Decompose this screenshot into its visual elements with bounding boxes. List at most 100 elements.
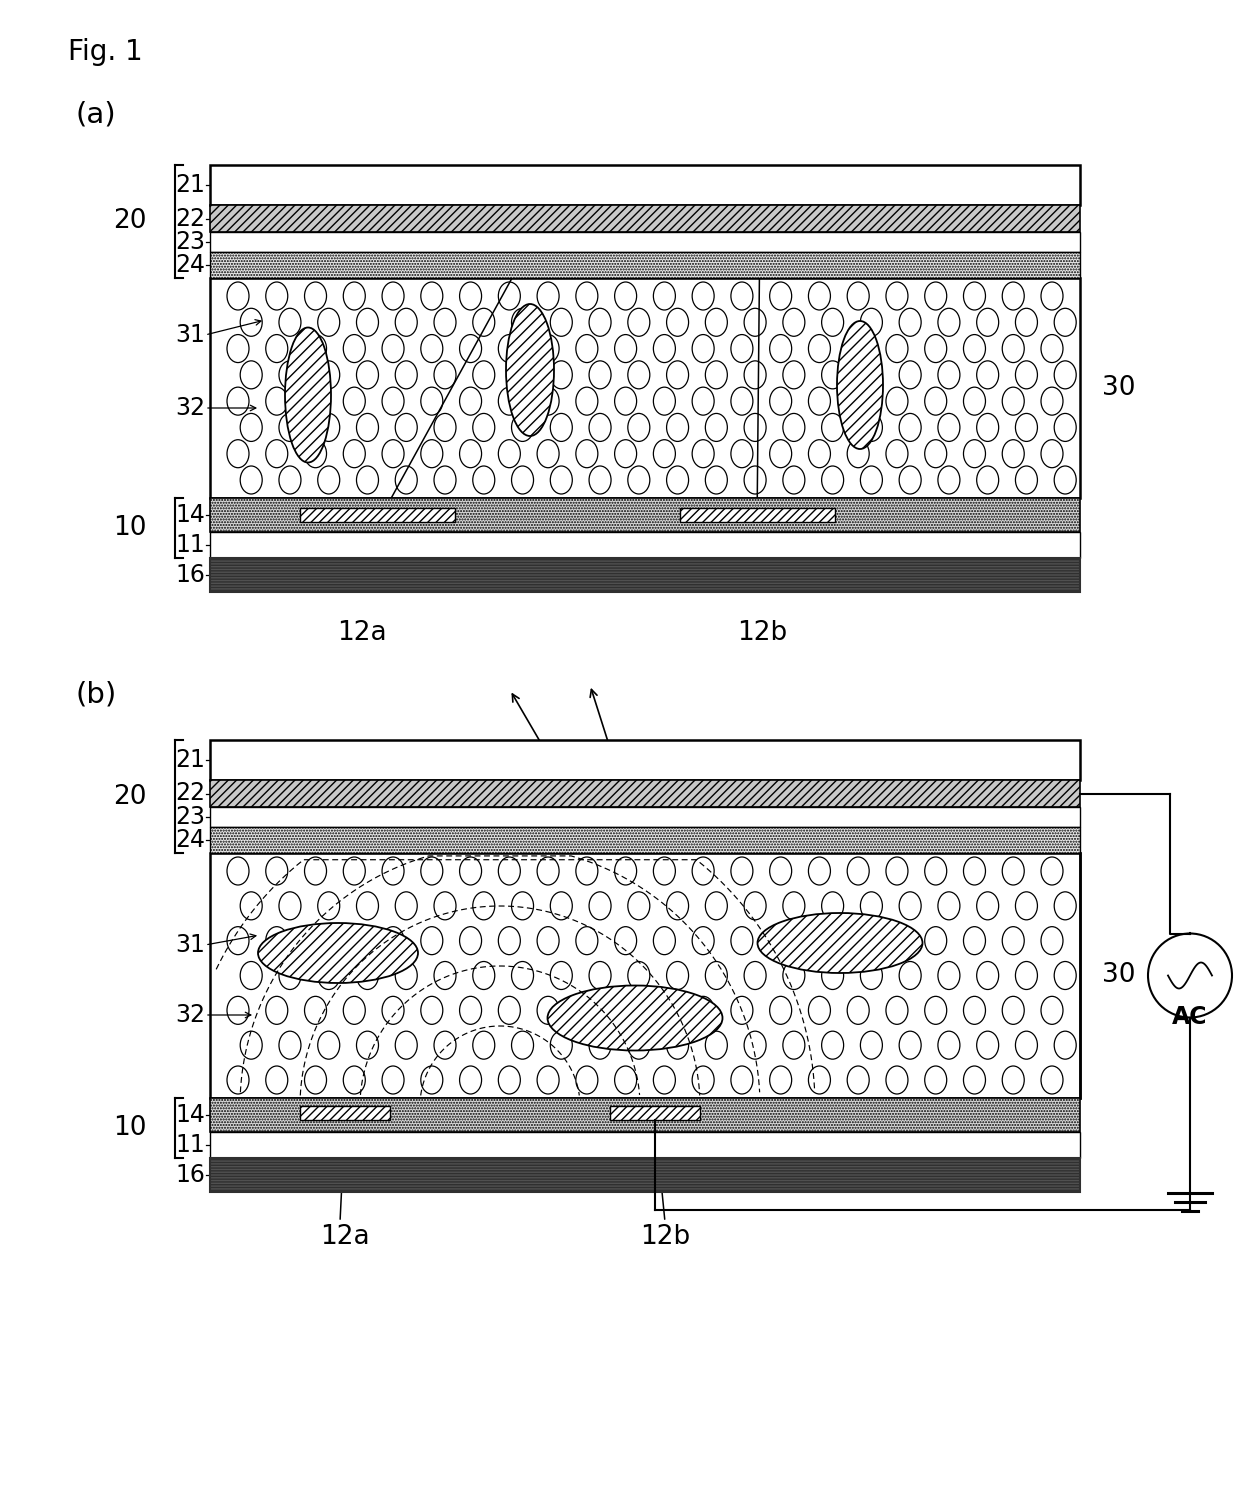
Ellipse shape <box>925 388 946 415</box>
Ellipse shape <box>977 961 998 990</box>
Ellipse shape <box>537 857 559 884</box>
Ellipse shape <box>265 282 288 309</box>
Ellipse shape <box>265 996 288 1025</box>
Ellipse shape <box>706 1031 728 1059</box>
Ellipse shape <box>822 413 843 442</box>
Ellipse shape <box>808 282 831 309</box>
Ellipse shape <box>279 308 301 337</box>
Ellipse shape <box>730 996 753 1025</box>
Ellipse shape <box>575 927 598 955</box>
Text: 10: 10 <box>113 1115 146 1141</box>
Ellipse shape <box>885 1065 908 1094</box>
Ellipse shape <box>305 927 326 955</box>
Bar <box>210 558 1080 592</box>
Ellipse shape <box>551 961 573 990</box>
Ellipse shape <box>512 961 533 990</box>
Ellipse shape <box>782 961 805 990</box>
Ellipse shape <box>653 439 676 468</box>
Ellipse shape <box>963 996 986 1025</box>
Ellipse shape <box>265 1065 288 1094</box>
Ellipse shape <box>899 361 921 389</box>
Ellipse shape <box>551 361 573 389</box>
Text: 20: 20 <box>113 208 146 234</box>
Ellipse shape <box>498 439 521 468</box>
Ellipse shape <box>227 927 249 955</box>
Ellipse shape <box>305 439 326 468</box>
Text: 11: 11 <box>175 533 205 557</box>
Ellipse shape <box>730 282 753 309</box>
Ellipse shape <box>706 466 728 493</box>
Ellipse shape <box>653 335 676 362</box>
Ellipse shape <box>1054 308 1076 337</box>
Text: (b): (b) <box>74 681 117 709</box>
Ellipse shape <box>899 413 921 442</box>
Ellipse shape <box>420 996 443 1025</box>
Ellipse shape <box>589 961 611 990</box>
Ellipse shape <box>730 335 753 362</box>
Ellipse shape <box>382 1065 404 1094</box>
Ellipse shape <box>925 857 946 884</box>
Ellipse shape <box>861 308 883 337</box>
Ellipse shape <box>861 413 883 442</box>
Ellipse shape <box>692 335 714 362</box>
Ellipse shape <box>279 361 301 389</box>
Ellipse shape <box>627 361 650 389</box>
Ellipse shape <box>396 361 417 389</box>
Ellipse shape <box>420 927 443 955</box>
Bar <box>300 509 455 522</box>
Ellipse shape <box>589 361 611 389</box>
Ellipse shape <box>615 388 636 415</box>
Ellipse shape <box>1054 466 1076 493</box>
Ellipse shape <box>227 335 249 362</box>
Ellipse shape <box>730 857 753 884</box>
Ellipse shape <box>512 413 533 442</box>
Ellipse shape <box>1042 927 1063 955</box>
Ellipse shape <box>227 996 249 1025</box>
Ellipse shape <box>885 927 908 955</box>
Ellipse shape <box>575 1065 598 1094</box>
Ellipse shape <box>382 335 404 362</box>
Ellipse shape <box>782 466 805 493</box>
Ellipse shape <box>305 335 326 362</box>
Text: 12a: 12a <box>320 1224 370 1249</box>
Ellipse shape <box>241 961 262 990</box>
Ellipse shape <box>963 857 986 884</box>
Ellipse shape <box>782 1031 805 1059</box>
Ellipse shape <box>770 388 791 415</box>
Ellipse shape <box>977 308 998 337</box>
Ellipse shape <box>1002 439 1024 468</box>
Ellipse shape <box>770 857 791 884</box>
Ellipse shape <box>847 927 869 955</box>
Ellipse shape <box>305 857 326 884</box>
Ellipse shape <box>241 413 262 442</box>
Text: AC: AC <box>1172 1005 1208 1029</box>
Ellipse shape <box>551 892 573 920</box>
Ellipse shape <box>627 466 650 493</box>
Bar <box>210 827 1080 853</box>
Text: Fig. 1: Fig. 1 <box>68 38 143 66</box>
Ellipse shape <box>925 335 946 362</box>
Ellipse shape <box>1042 1065 1063 1094</box>
Ellipse shape <box>434 961 456 990</box>
Ellipse shape <box>758 913 923 973</box>
Text: 23: 23 <box>175 804 205 828</box>
Ellipse shape <box>861 1031 883 1059</box>
Ellipse shape <box>512 361 533 389</box>
Ellipse shape <box>343 1065 366 1094</box>
Ellipse shape <box>770 927 791 955</box>
Ellipse shape <box>667 1031 688 1059</box>
Bar <box>210 164 1080 205</box>
Ellipse shape <box>730 1065 753 1094</box>
Ellipse shape <box>770 439 791 468</box>
Bar <box>210 1132 1080 1157</box>
Ellipse shape <box>396 961 417 990</box>
Ellipse shape <box>667 892 688 920</box>
Ellipse shape <box>925 927 946 955</box>
Ellipse shape <box>227 857 249 884</box>
Ellipse shape <box>615 996 636 1025</box>
Ellipse shape <box>977 1031 998 1059</box>
Ellipse shape <box>265 335 288 362</box>
Ellipse shape <box>551 308 573 337</box>
Ellipse shape <box>1002 996 1024 1025</box>
Text: 32: 32 <box>175 1003 205 1028</box>
